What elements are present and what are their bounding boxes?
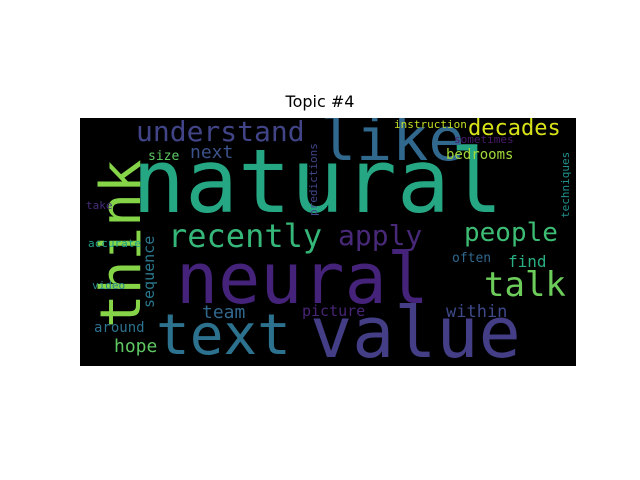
word-cloud: natural neural value text think like und… — [80, 118, 576, 366]
word-people: people — [464, 218, 558, 248]
figure-title: Topic #4 — [285, 92, 355, 111]
word-accurate: accurate — [88, 237, 141, 250]
word-take: take — [86, 199, 113, 212]
word-value: value — [310, 292, 521, 366]
word-predictions: predictions — [307, 143, 320, 216]
word-like: like — [320, 118, 465, 175]
word-around: around — [94, 320, 145, 336]
word-natural: natural — [132, 130, 503, 233]
word-text: text — [156, 303, 291, 366]
word-picture: picture — [302, 302, 366, 320]
word-within: within — [446, 302, 508, 322]
word-neural: neural — [176, 238, 429, 320]
word-instruction: instruction — [394, 118, 467, 131]
word-video: video — [92, 279, 126, 292]
word-sequence: sequence — [140, 235, 158, 308]
word-team: team — [202, 302, 246, 323]
word-often: often — [452, 251, 492, 266]
word-size: size — [148, 149, 180, 164]
word-talk: talk — [484, 265, 566, 305]
word-bedrooms: bedrooms — [446, 147, 514, 163]
word-find: find — [508, 252, 547, 271]
word-next: next — [190, 142, 234, 163]
word-sometimes: sometimes — [454, 133, 514, 146]
word-decades: decades — [468, 118, 561, 141]
word-hope: hope — [114, 336, 158, 357]
word-recently: recently — [168, 217, 323, 255]
word-apply: apply — [338, 219, 423, 252]
word-understand: understand — [136, 118, 305, 148]
word-techniques: techniques — [559, 151, 572, 218]
